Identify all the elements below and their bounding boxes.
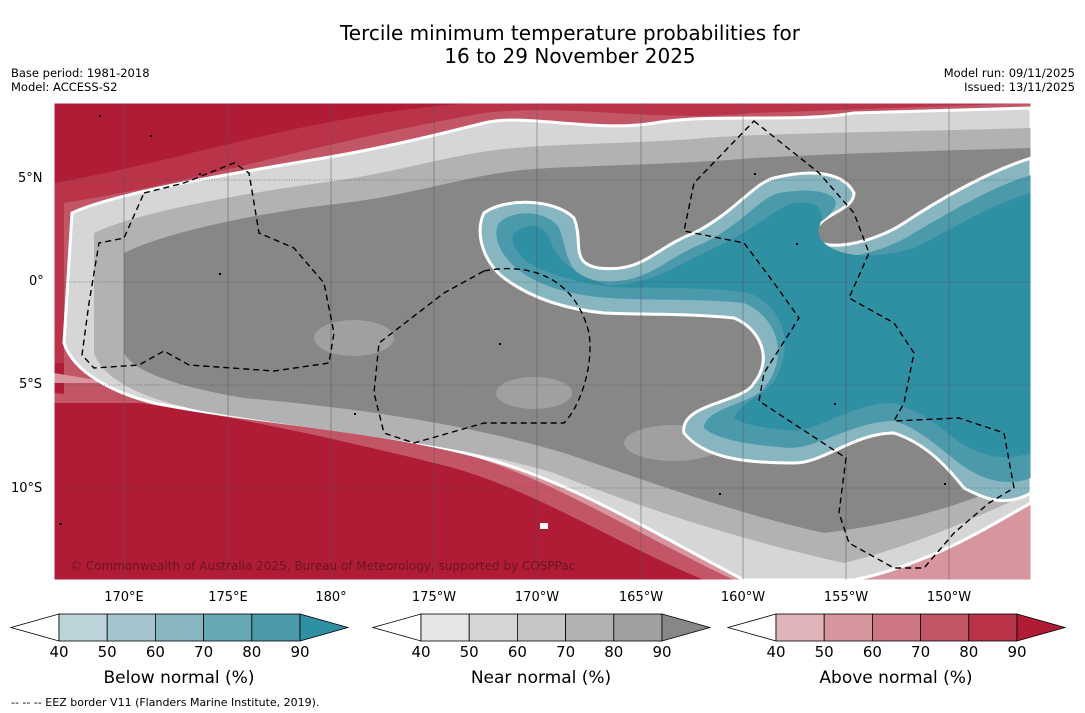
colorbar-extend-low: [728, 614, 776, 641]
colorbar-segment: [921, 614, 969, 641]
colorbar-above-normal: [728, 614, 1065, 641]
colorbar-extend-high: [662, 614, 710, 641]
lon-label: 170°E: [104, 590, 144, 605]
colorbar-tick-label: 70: [194, 643, 213, 661]
title-line-1: Tercile minimum temperature probabilitie…: [0, 22, 1085, 45]
lat-label: 10°S: [11, 481, 42, 496]
colorbar-segment: [614, 614, 662, 641]
gap-patch: [540, 523, 548, 529]
colorbars: [0, 610, 1085, 646]
lat-label: 5°N: [18, 171, 43, 186]
base-period-label: Base period: 1981-2018: [11, 66, 150, 80]
lon-label: 160°W: [721, 590, 765, 605]
colorbar-segment: [59, 614, 107, 641]
colorbar-tick-label: 70: [556, 643, 575, 661]
model-run-label: Model run: 09/11/2025: [944, 66, 1075, 80]
colorbar-tick-label: 80: [604, 643, 623, 661]
copyright-notice: © Commonwealth of Australia 2025, Bureau…: [70, 559, 575, 573]
colorbar-segment: [107, 614, 155, 641]
colorbar-tick-label: 90: [290, 643, 309, 661]
colorbar-title-above: Above normal (%): [819, 668, 972, 688]
colorbar-tick-label: 60: [863, 643, 882, 661]
colorbar-segment: [252, 614, 300, 641]
colorbar-tick-label: 70: [911, 643, 930, 661]
colorbar-extend-low: [373, 614, 421, 641]
title-line-2: 16 to 29 November 2025: [0, 45, 1085, 68]
issued-label: Issued: 13/11/2025: [944, 80, 1075, 94]
colorbar-extend-high: [1017, 614, 1065, 641]
colorbar-segment: [824, 614, 872, 641]
colorbar-tick-label: 90: [652, 643, 671, 661]
colorbar-segment: [155, 614, 203, 641]
colorbar-tick-label: 50: [815, 643, 834, 661]
lon-label: 175°E: [208, 590, 248, 605]
colorbar-segment: [204, 614, 252, 641]
lon-label: 155°W: [824, 590, 868, 605]
colorbar-tick-label: 60: [508, 643, 527, 661]
meta-left: Base period: 1981-2018 Model: ACCESS-S2: [11, 66, 150, 94]
lon-label: 170°W: [515, 590, 559, 605]
probability-map: [54, 103, 1031, 580]
colorbar-near-normal: [373, 614, 710, 641]
model-label: Model: ACCESS-S2: [11, 80, 150, 94]
grey-patch: [314, 320, 394, 356]
colorbar-tick-label: 40: [49, 643, 68, 661]
colorbar-segment: [872, 614, 920, 641]
colorbar-tick-label: 50: [460, 643, 479, 661]
colorbar-below-normal: [11, 614, 348, 641]
colorbar-tick-label: 90: [1007, 643, 1026, 661]
colorbar-tick-label: 40: [766, 643, 785, 661]
lon-label: 175°W: [412, 590, 456, 605]
map-title: Tercile minimum temperature probabilitie…: [0, 22, 1085, 68]
meta-right: Model run: 09/11/2025 Issued: 13/11/2025: [944, 66, 1075, 94]
lat-label: 0°: [29, 274, 44, 289]
colorbar-segment: [776, 614, 824, 641]
lon-label: 180°: [315, 590, 346, 605]
lat-label: 5°S: [19, 377, 42, 392]
colorbar-segment: [517, 614, 565, 641]
lon-label: 150°W: [927, 590, 971, 605]
colorbar-tick-label: 60: [146, 643, 165, 661]
colorbar-segment: [969, 614, 1017, 641]
grey-patch: [496, 377, 572, 409]
colorbar-extend-high: [300, 614, 348, 641]
colorbar-segment: [421, 614, 469, 641]
eez-footnote: -- -- -- EEZ border V11 (Flanders Marine…: [11, 696, 319, 709]
colorbar-title-below: Below normal (%): [104, 668, 255, 688]
colorbar-title-near: Near normal (%): [471, 668, 611, 688]
colorbar-tick-label: 80: [959, 643, 978, 661]
colorbar-tick-label: 40: [411, 643, 430, 661]
lon-label: 165°W: [619, 590, 663, 605]
colorbar-segment: [566, 614, 614, 641]
colorbar-tick-label: 50: [98, 643, 117, 661]
colorbar-segment: [469, 614, 517, 641]
colorbar-tick-label: 80: [242, 643, 261, 661]
colorbar-extend-low: [11, 614, 59, 641]
